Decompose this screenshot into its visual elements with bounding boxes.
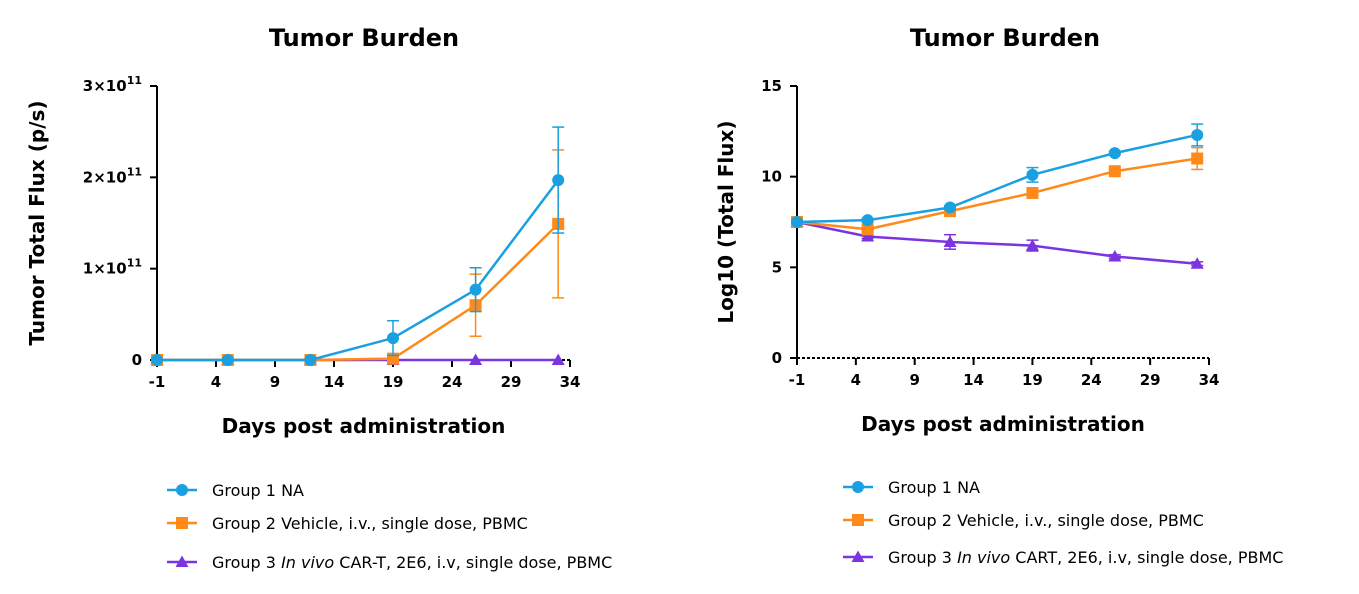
x-tick-label: 34 [1199, 371, 1220, 389]
x-tick-label: 4 [211, 373, 221, 391]
y-tick-label: 1×1011 [83, 257, 142, 278]
data-point [469, 353, 483, 365]
series-g2 [791, 146, 1204, 236]
legend-label: Group 3 In vivo CART, 2E6, i.v, single d… [888, 548, 1283, 567]
legend-swatch-marker [176, 484, 188, 496]
legend-label: Group 1 NA [888, 478, 980, 497]
x-tick-label: 9 [909, 371, 919, 389]
legend-item-g3: Group 3 In vivo CART, 2E6, i.v, single d… [843, 548, 1283, 567]
data-point [1108, 249, 1122, 262]
x-axis-label: Days post administration [222, 414, 506, 438]
data-point [1026, 168, 1039, 181]
data-point [551, 353, 565, 365]
data-point [1190, 257, 1204, 269]
series-g1 [791, 123, 1204, 228]
data-point [861, 214, 874, 227]
x-tick-label: -1 [789, 371, 806, 389]
y-tick-label: 10 [761, 168, 782, 186]
legend-item-g3: Group 3 In vivo CAR-T, 2E6, i.v, single … [167, 553, 612, 572]
data-point [861, 223, 874, 236]
legend-swatch-marker [176, 517, 188, 529]
x-axis-label: Days post administration [861, 412, 1145, 436]
series-line [796, 220, 1198, 265]
y-tick-label: 5 [772, 258, 782, 276]
data-point [1191, 152, 1204, 165]
legend-item-g1: Group 1 NA [843, 478, 980, 497]
x-tick-label: 4 [851, 371, 861, 389]
legend-item-g1: Group 1 NA [167, 481, 304, 500]
x-tick-label: 24 [442, 373, 463, 391]
chart-panel-2: Tumor Burden Days post administration Log1… [714, 24, 1283, 567]
data-point [944, 201, 957, 214]
data-point [1108, 165, 1121, 178]
x-tick-label: -1 [149, 373, 166, 391]
x-tick-label: 29 [1140, 371, 1161, 389]
series-line [157, 223, 560, 362]
x-tick-label: 19 [1022, 371, 1043, 389]
series-g1 [151, 126, 565, 366]
x-tick-label: 34 [560, 373, 581, 391]
y-tick-label: 2×1011 [83, 165, 142, 186]
x-tick-label: 29 [501, 373, 522, 391]
chart-title: Tumor Burden [269, 24, 459, 52]
y-tick-label: 0 [132, 351, 142, 369]
legend-item-g2: Group 2 Vehicle, i.v., single dose, PBMC [843, 511, 1204, 530]
legend: Group 1 NA Group 2 Vehicle, i.v., single … [843, 478, 1283, 567]
data-point [791, 216, 803, 228]
data-point [552, 174, 565, 187]
series-line [796, 133, 1198, 224]
chart-panel-1: Tumor Burden Days post administration Tumo… [25, 24, 612, 572]
series-line [796, 157, 1198, 231]
data-point [861, 230, 875, 242]
data-point [387, 332, 399, 345]
data-point [304, 354, 317, 366]
x-tick-label: 19 [383, 373, 404, 391]
data-point [469, 283, 482, 296]
data-point [221, 354, 234, 366]
y-axis-label: Log10 (Total Flux) [714, 120, 738, 323]
y-tick-label: 15 [761, 77, 782, 95]
data-point [1025, 239, 1039, 251]
data-point [1108, 147, 1121, 160]
legend-item-g2: Group 2 Vehicle, i.v., single dose, PBMC [167, 514, 528, 533]
legend-swatch-marker [852, 481, 864, 493]
data-point [1191, 128, 1204, 141]
series-line [157, 179, 560, 362]
data-point [151, 354, 163, 366]
legend-swatch-marker [851, 550, 865, 562]
data-point [943, 235, 957, 247]
legend-label: Group 2 Vehicle, i.v., single dose, PBMC [212, 514, 528, 533]
series-g2 [151, 149, 565, 366]
y-tick-label: 3×1011 [83, 74, 142, 95]
legend-label: Group 2 Vehicle, i.v., single dose, PBMC [888, 511, 1204, 530]
x-tick-label: 14 [324, 373, 345, 391]
legend: Group 1 NA Group 2 Vehicle, i.v., single … [167, 481, 612, 572]
legend-label: Group 1 NA [212, 481, 304, 500]
y-axis-label: Tumor Total Flux (p/s) [25, 100, 49, 345]
data-point [1026, 186, 1039, 199]
legend-swatch-marker [175, 555, 189, 567]
legend-swatch-marker [852, 514, 864, 526]
legend-label: Group 3 In vivo CAR-T, 2E6, i.v, single … [212, 553, 612, 572]
x-tick-label: 14 [963, 371, 984, 389]
chart-title: Tumor Burden [910, 24, 1100, 52]
x-tick-label: 24 [1081, 371, 1102, 389]
y-tick-label: 0 [772, 349, 782, 367]
x-tick-label: 9 [270, 373, 280, 391]
series-g3 [790, 215, 1204, 269]
